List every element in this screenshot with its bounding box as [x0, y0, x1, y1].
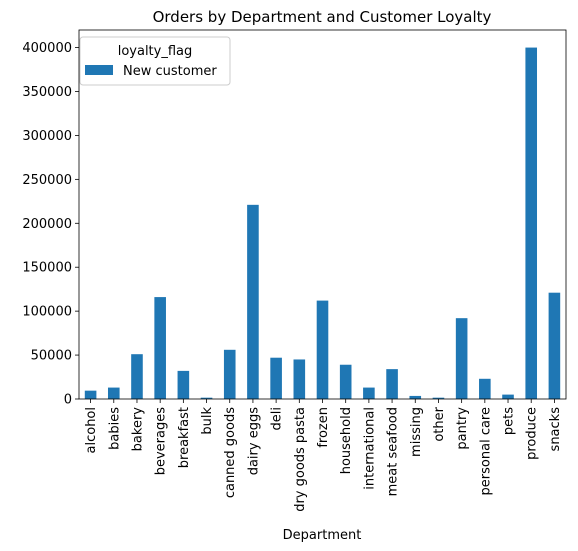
- bar-snacks: [548, 292, 561, 399]
- bar-pantry: [455, 318, 468, 399]
- x-tick-label-household: household: [339, 407, 354, 474]
- bar-frozen: [316, 300, 329, 399]
- bar-deli: [270, 357, 282, 399]
- x-tick-label-babies: babies: [107, 407, 122, 450]
- bar-international: [363, 387, 375, 399]
- plot-area: 0 50000 100000 150000 200000 250000 300000 3500…: [22, 29, 567, 512]
- y-tick-label-50000: 50000: [31, 349, 72, 364]
- legend-title: loyalty_flag: [118, 44, 193, 59]
- y-tick-label-150000: 150000: [22, 261, 72, 276]
- bar-missing: [409, 395, 422, 399]
- x-tick-label-deli: deli: [270, 407, 285, 430]
- bar-breakfast: [177, 370, 190, 399]
- bar-dry-goods-pasta: [293, 359, 306, 399]
- y-tick-label-250000: 250000: [22, 173, 72, 188]
- bar-produce: [525, 47, 538, 399]
- bar-beverages: [154, 297, 166, 399]
- y-tick-label-100000: 100000: [22, 305, 72, 320]
- x-axis-title: Department: [283, 528, 362, 543]
- x-tick-label-pantry: pantry: [455, 407, 470, 450]
- bar-meat-seafood: [386, 369, 398, 399]
- bar-alcohol: [84, 390, 97, 399]
- bar-personal-care: [479, 378, 491, 399]
- x-tick-label-breakfast: breakfast: [177, 407, 192, 468]
- x-tick-label-frozen: frozen: [316, 407, 331, 448]
- x-tick-label-produce: produce: [525, 407, 540, 460]
- x-tick-label-snacks: snacks: [548, 407, 563, 452]
- bar-bakery: [131, 354, 143, 399]
- bar-other: [432, 397, 445, 399]
- y-tick-label-200000: 200000: [22, 217, 72, 232]
- legend-entry-new-customer: New customer: [123, 64, 217, 79]
- y-tick-label-300000: 300000: [22, 129, 72, 144]
- x-tick-label-canned-goods: canned goods: [223, 407, 238, 498]
- x-tick-label-bulk: bulk: [200, 407, 215, 435]
- bar-pets: [502, 394, 514, 399]
- legend-frame: [79, 36, 231, 86]
- x-tick-label-dry-goods-pasta: dry goods pasta: [293, 407, 308, 512]
- x-tick-label-missing: missing: [409, 407, 424, 457]
- bar-bulk: [200, 397, 213, 399]
- bar-dairy-eggs: [247, 204, 259, 399]
- chart-title: Orders by Department and Customer Loyalt…: [153, 8, 492, 26]
- legend: loyalty_flag New customer: [79, 36, 231, 86]
- bar-household: [339, 364, 352, 399]
- x-tick-label-bakery: bakery: [130, 407, 145, 452]
- x-tick-label-beverages: beverages: [154, 407, 169, 476]
- bar-babies: [107, 387, 120, 399]
- x-tick-label-pets: pets: [502, 407, 517, 435]
- x-tick-label-other: other: [432, 406, 447, 441]
- y-tick-label-400000: 400000: [22, 41, 72, 56]
- x-tick-label-personal-care: personal care: [478, 407, 493, 495]
- y-tick-label-350000: 350000: [22, 85, 72, 100]
- legend-swatch: [85, 65, 113, 75]
- bar-canned-goods: [223, 349, 236, 399]
- x-tick-label-dairy-eggs: dairy eggs: [246, 407, 261, 476]
- y-tick-label-0: 0: [64, 393, 72, 408]
- x-tick-label-meat-seafood: meat seafood: [386, 407, 401, 496]
- x-tick-label-international: international: [362, 407, 377, 490]
- x-tick-label-alcohol: alcohol: [84, 407, 99, 453]
